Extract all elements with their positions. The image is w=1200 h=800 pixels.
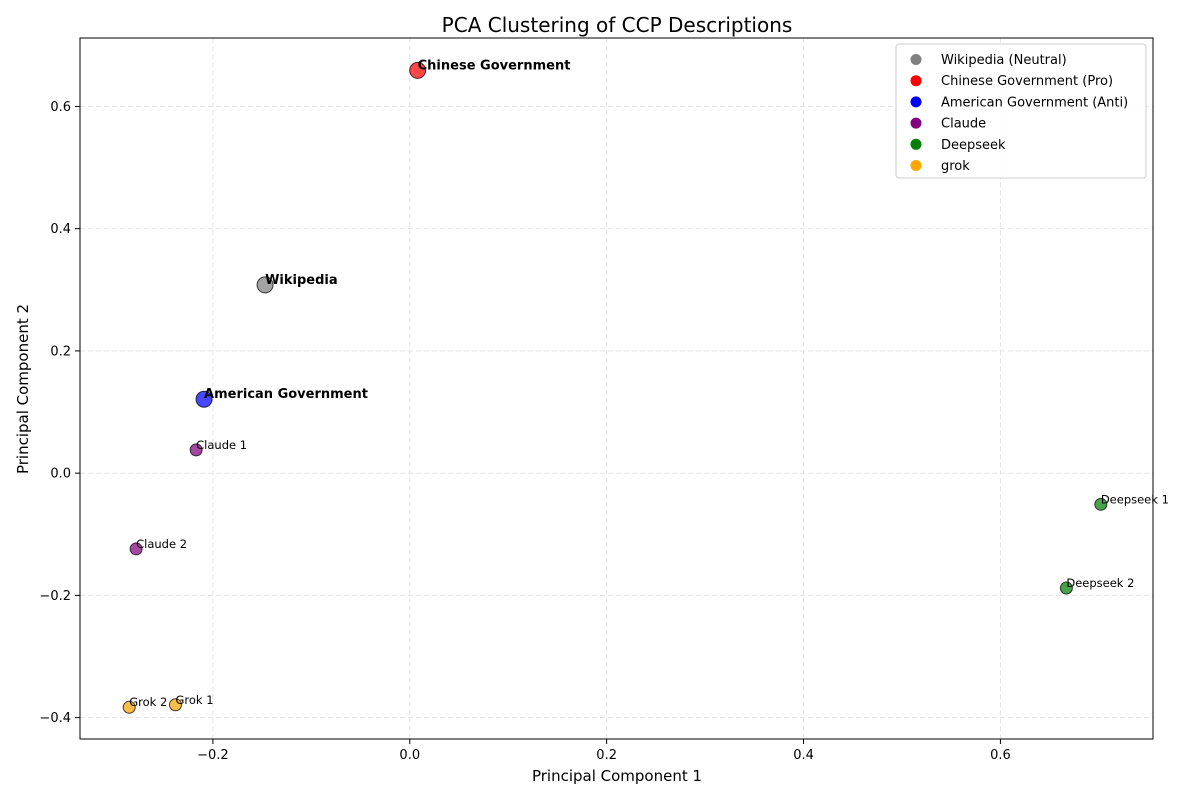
- axis-ticks: −0.2 0.0 0.2 0.4 0.6 −0.4 −0.2 0.0 0.2 0.4 0.6: [39, 100, 1010, 763]
- data-point: [1059, 581, 1073, 595]
- legend-label: Deepseek: [941, 138, 1006, 153]
- x-tick-label: −0.2: [197, 748, 229, 763]
- x-tick-label: 0.2: [596, 748, 617, 763]
- legend-marker: [910, 75, 922, 87]
- legend-marker: [910, 117, 922, 129]
- x-axis-label: Principal Component 1: [532, 767, 702, 785]
- point-label: Chinese Government: [418, 58, 571, 73]
- x-tick-label: 0.4: [793, 748, 814, 763]
- point-label: American Government: [204, 387, 368, 402]
- y-tick-label: 0.4: [50, 222, 71, 237]
- legend: Wikipedia (Neutral) Chinese Government (P…: [895, 43, 1147, 179]
- y-tick-label: 0.6: [50, 100, 71, 115]
- data-points: Chinese Government Wikipedia American Gove…: [122, 58, 1169, 714]
- data-point: [122, 700, 136, 714]
- legend-marker: [910, 96, 922, 108]
- legend-marker: [910, 138, 922, 150]
- legend-label: Claude: [941, 117, 986, 132]
- y-axis-label: Principal Component 2: [14, 304, 32, 474]
- point-label: Wikipedia: [265, 273, 338, 288]
- point-label: Grok 1: [175, 693, 213, 707]
- data-point: [1094, 497, 1108, 511]
- point-label: Grok 2: [129, 695, 167, 709]
- plot-frame: [79, 37, 1154, 740]
- y-tick-label: −0.2: [39, 589, 71, 604]
- data-point: [168, 698, 182, 712]
- legend-label: Wikipedia (Neutral): [941, 53, 1067, 68]
- data-point: [195, 390, 213, 408]
- grid-lines: [80, 38, 1153, 739]
- data-point: [409, 61, 427, 79]
- point-label: Claude 2: [136, 537, 187, 551]
- point-label: Deepseek 2: [1066, 576, 1134, 590]
- legend-label: Chinese Government (Pro): [941, 74, 1113, 89]
- chart-title: PCA Clustering of CCP Descriptions: [442, 13, 793, 37]
- legend-label: grok: [941, 159, 970, 174]
- data-point: [129, 542, 143, 556]
- point-label: Deepseek 1: [1101, 492, 1169, 506]
- legend-marker: [910, 54, 922, 65]
- legend-box: [895, 43, 1147, 179]
- legend-label: American Government (Anti): [941, 95, 1128, 110]
- data-point: [256, 276, 274, 294]
- point-label: Claude 1: [196, 438, 247, 452]
- x-tick-label: 0.0: [399, 748, 420, 763]
- x-tick-label: 0.6: [990, 748, 1011, 763]
- y-tick-label: 0.2: [50, 344, 71, 359]
- legend-marker: [910, 160, 922, 171]
- y-tick-label: 0.0: [50, 467, 71, 482]
- y-tick-label: −0.4: [39, 711, 71, 726]
- data-point: [189, 443, 203, 457]
